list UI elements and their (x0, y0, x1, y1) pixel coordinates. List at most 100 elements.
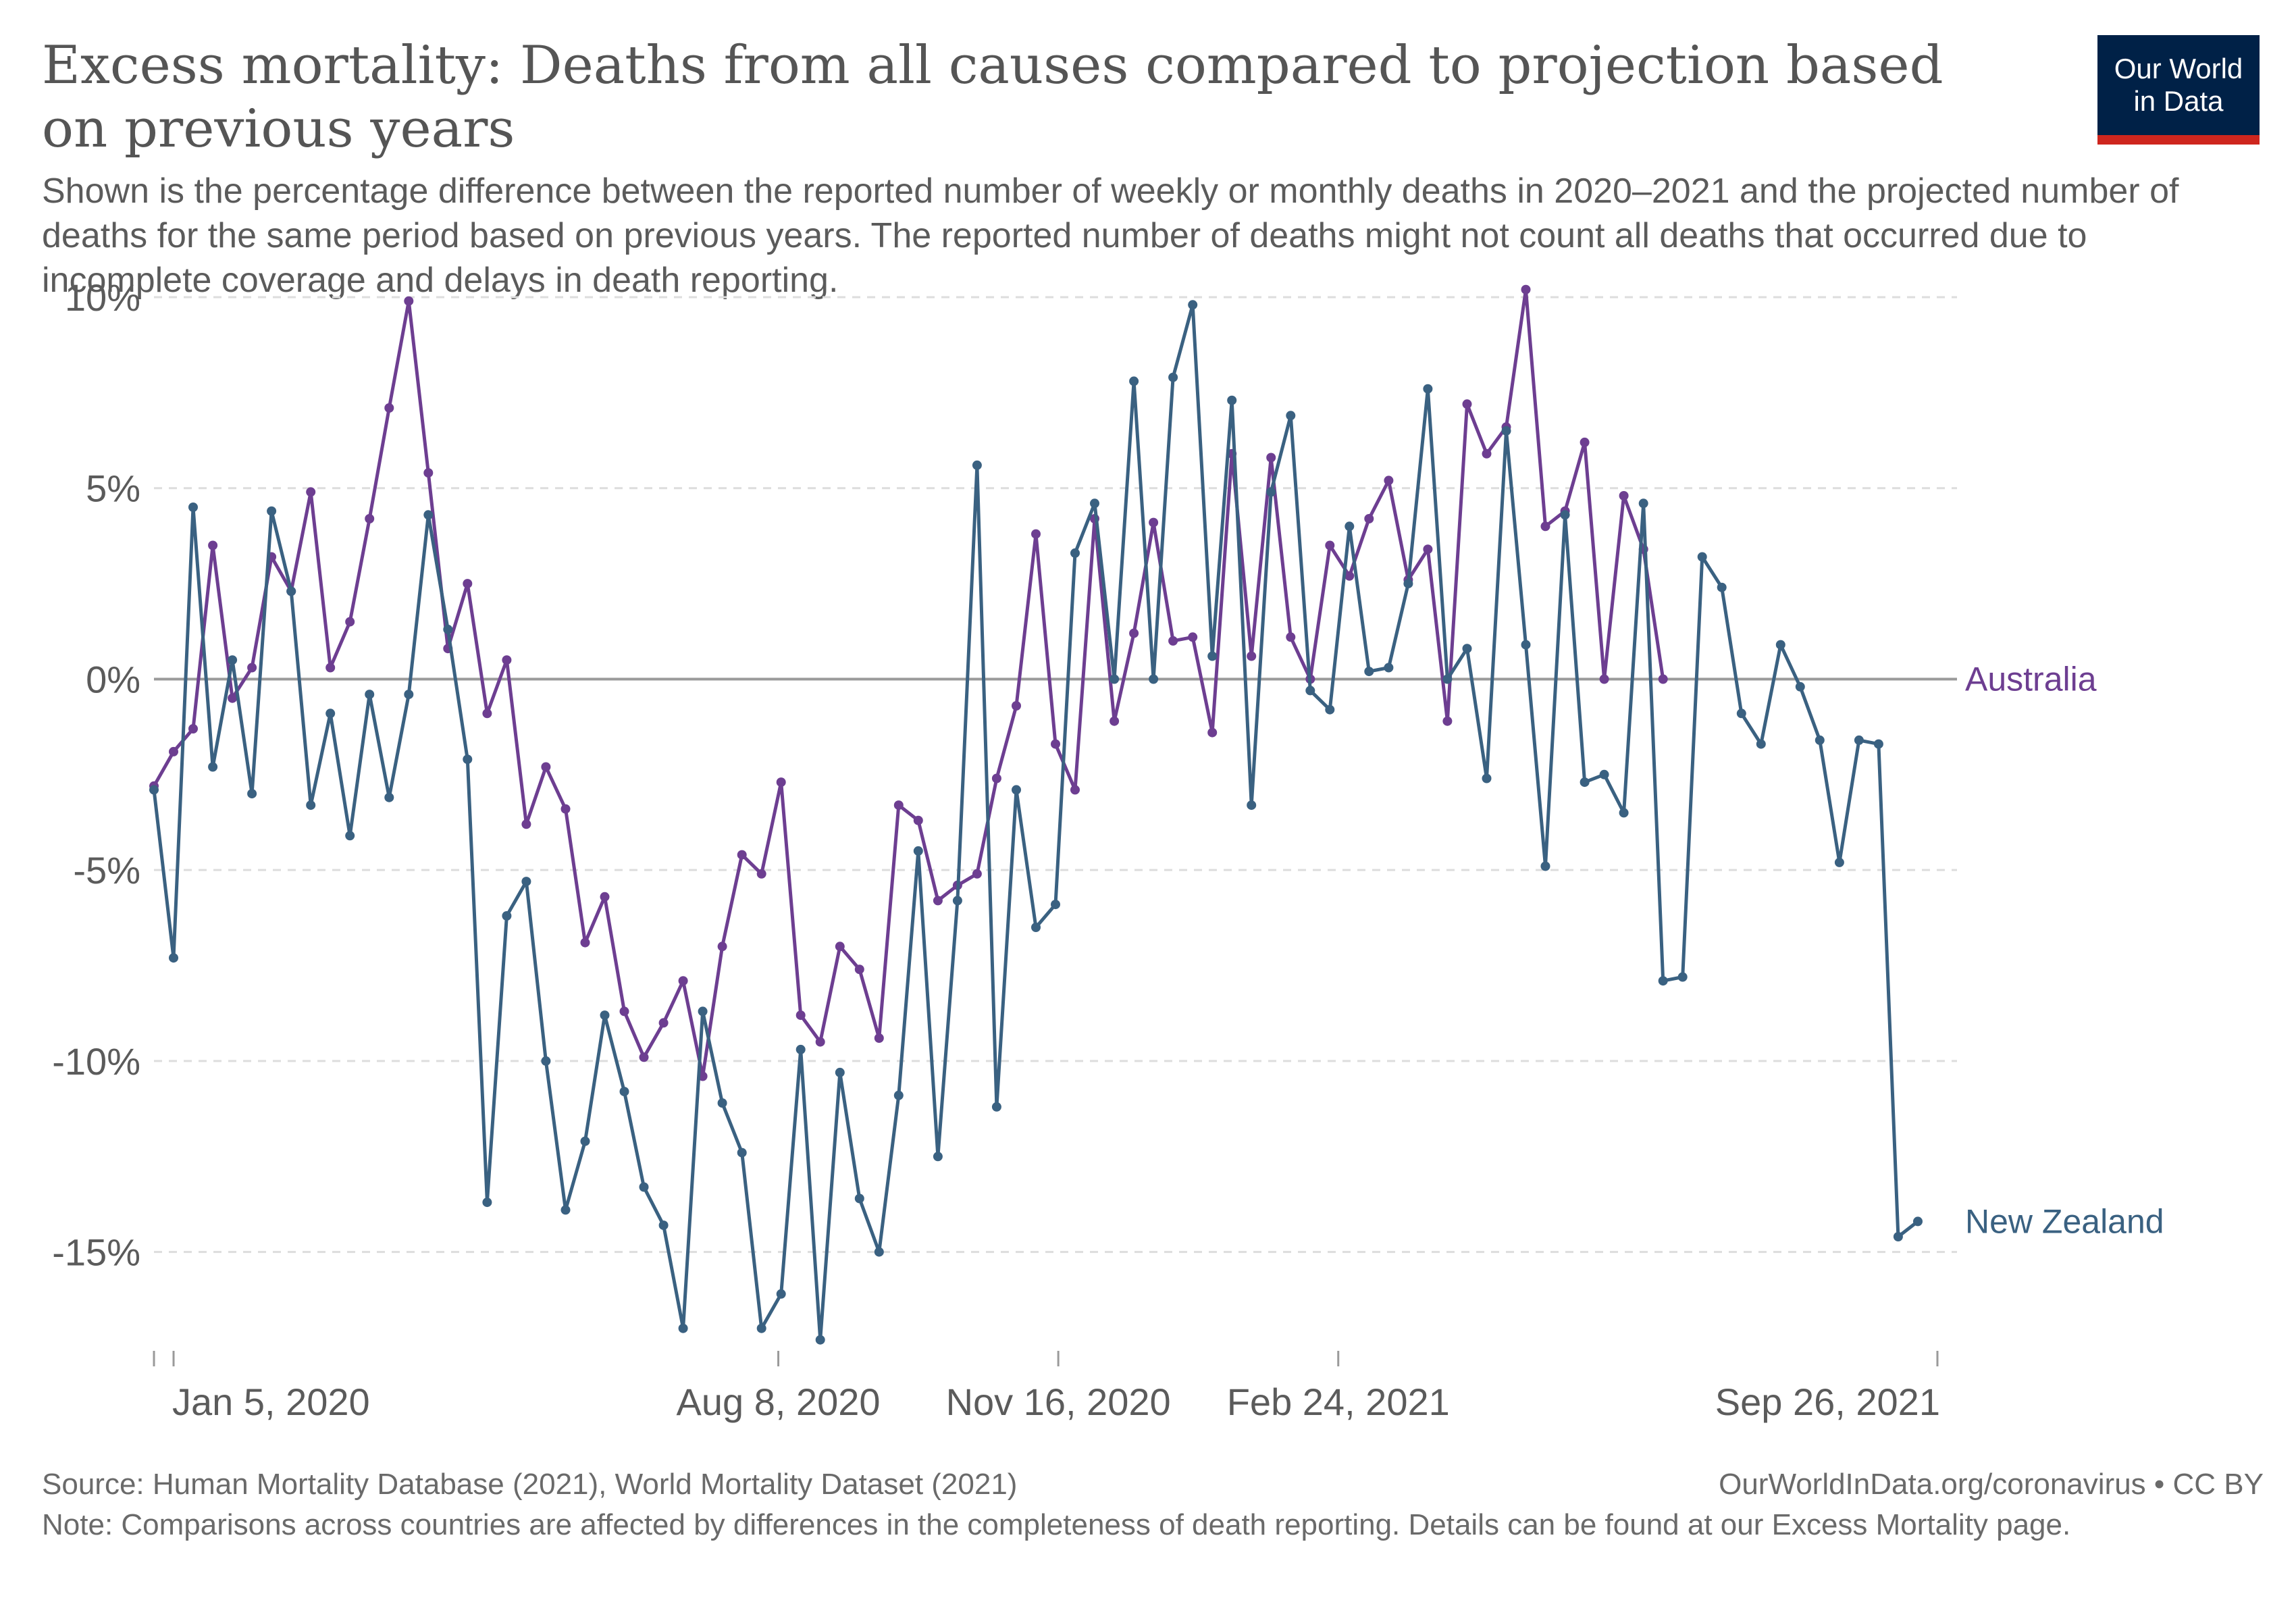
y-tick-label: 5% (86, 467, 140, 510)
data-point-new-zealand (1756, 739, 1766, 749)
data-point-australia (1540, 521, 1550, 532)
data-point-new-zealand (560, 1205, 571, 1215)
data-point-new-zealand (678, 1323, 688, 1333)
data-point-new-zealand (1775, 640, 1785, 650)
data-point-new-zealand (639, 1182, 649, 1192)
x-axis: Jan 5, 2020 Aug 8, 2020 Nov 16, 2020 Feb 24… (153, 1351, 1940, 1423)
data-point-new-zealand (991, 1102, 1001, 1112)
data-point-australia (1423, 544, 1433, 555)
data-point-new-zealand (1482, 773, 1492, 783)
data-point-new-zealand (1227, 395, 1237, 405)
data-point-new-zealand (1012, 785, 1021, 795)
data-point-australia (991, 773, 1001, 783)
data-point-new-zealand (1149, 674, 1159, 684)
data-point-australia (1442, 716, 1453, 726)
data-point-australia (1325, 540, 1335, 550)
data-point-new-zealand (952, 896, 962, 906)
data-point-new-zealand (580, 1136, 590, 1146)
data-point-new-zealand (972, 460, 982, 470)
data-point-new-zealand (365, 690, 375, 700)
data-point-new-zealand (1540, 861, 1550, 871)
x-tick-label: Feb 24, 2021 (1227, 1381, 1450, 1423)
data-point-new-zealand (815, 1335, 825, 1345)
data-point-new-zealand (463, 754, 473, 765)
data-point-new-zealand (443, 624, 453, 634)
data-point-australia (188, 724, 198, 734)
data-point-australia (795, 1010, 806, 1021)
data-point-new-zealand (267, 506, 277, 516)
data-point-new-zealand (698, 1006, 708, 1017)
series-line-new-zealand (152, 303, 1919, 1342)
data-point-australia (678, 976, 688, 986)
data-point-new-zealand (1168, 372, 1178, 382)
data-point-new-zealand (1286, 411, 1296, 421)
data-point-australia (1266, 453, 1276, 463)
data-point-australia (854, 964, 864, 975)
data-point-australia (756, 869, 766, 879)
data-point-new-zealand (423, 510, 434, 520)
data-point-australia (541, 762, 551, 772)
data-point-new-zealand (913, 846, 923, 856)
data-point-australia (600, 892, 610, 902)
data-point-new-zealand (658, 1220, 669, 1231)
data-point-australia (776, 777, 786, 788)
data-point-australia (933, 896, 943, 906)
data-point-new-zealand (1247, 800, 1257, 810)
data-point-australia (1619, 491, 1629, 500)
data-point-new-zealand (717, 1098, 727, 1108)
data-point-new-zealand (756, 1323, 766, 1333)
data-point-new-zealand (1913, 1216, 1923, 1227)
data-point-new-zealand (776, 1289, 786, 1299)
data-point-new-zealand (169, 953, 178, 963)
data-point-new-zealand (1638, 498, 1648, 509)
data-point-new-zealand (1403, 579, 1413, 589)
y-tick-label: 0% (86, 658, 140, 700)
data-point-australia (737, 850, 747, 860)
data-point-new-zealand (795, 1044, 806, 1054)
license-link[interactable]: OurWorldInData.org/coronavirus • CC BY (1719, 1468, 2264, 1501)
data-point-new-zealand (893, 1090, 904, 1100)
x-tick-label: Jan 5, 2020 (172, 1381, 370, 1423)
data-point-australia (835, 942, 845, 952)
data-point-australia (208, 540, 218, 550)
owid-logo[interactable]: Our World in Data (2097, 35, 2260, 145)
data-point-new-zealand (521, 877, 531, 887)
data-point-new-zealand (306, 800, 316, 810)
data-point-australia (1168, 636, 1178, 646)
data-point-new-zealand (835, 1067, 845, 1077)
data-point-australia (1051, 739, 1060, 749)
data-point-australia (1364, 514, 1374, 523)
data-point-australia (1149, 517, 1159, 528)
data-point-new-zealand (149, 785, 159, 795)
data-point-australia (1345, 571, 1355, 581)
data-point-new-zealand (1599, 769, 1609, 779)
data-point-new-zealand (854, 1193, 864, 1204)
data-point-australia (580, 937, 590, 948)
data-point-new-zealand (1031, 923, 1041, 932)
data-point-australia (913, 815, 923, 825)
data-point-australia (1110, 716, 1120, 726)
series-labels: Australia New Zealand (1965, 660, 2164, 1240)
data-point-new-zealand (874, 1247, 884, 1257)
data-point-new-zealand (1207, 651, 1218, 661)
data-point-australia (482, 709, 492, 719)
data-point-new-zealand (1110, 674, 1120, 684)
data-point-australia (1129, 628, 1139, 638)
data-point-australia (619, 1006, 629, 1017)
data-point-new-zealand (1658, 976, 1668, 986)
data-point-new-zealand (1834, 857, 1844, 867)
data-point-australia (1070, 785, 1080, 795)
logo-line-1: Our World (2114, 53, 2243, 84)
y-tick-label: 10% (65, 276, 140, 319)
data-point-australia (169, 746, 178, 756)
source-text: Source: Human Mortality Database (2021),… (42, 1468, 1018, 1501)
note-text: Note: Comparisons across countries are a… (42, 1508, 2071, 1541)
data-point-australia (972, 869, 982, 879)
data-point-australia (658, 1018, 669, 1028)
data-point-new-zealand (1815, 735, 1825, 745)
y-tick-label: -5% (73, 849, 140, 892)
data-point-new-zealand (1697, 552, 1707, 562)
data-point-australia (521, 819, 531, 829)
logo-accent-bar (2097, 135, 2260, 145)
data-point-new-zealand (1051, 900, 1060, 910)
